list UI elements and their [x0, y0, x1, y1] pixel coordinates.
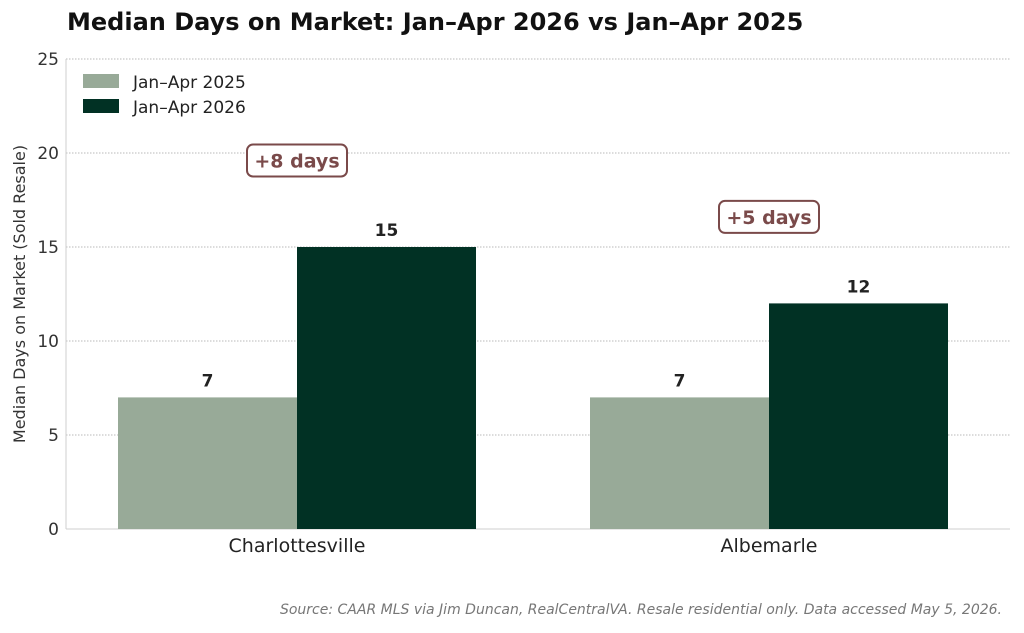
chart-title: Median Days on Market: Jan–Apr 2026 vs J…: [67, 8, 804, 36]
y-tick-label: 5: [48, 426, 59, 446]
bar[interactable]: [118, 397, 297, 529]
bar-value-label: 7: [202, 371, 214, 391]
bar-value-label: 15: [375, 221, 399, 241]
annotation-box: [718, 199, 820, 234]
bar[interactable]: [297, 247, 476, 529]
y-tick-label: 10: [37, 332, 59, 352]
bar[interactable]: [590, 397, 769, 529]
y-tick-label: 25: [37, 50, 59, 70]
legend-label: Jan–Apr 2025: [132, 73, 246, 93]
bar[interactable]: [769, 303, 948, 529]
y-tick-label: 20: [37, 144, 59, 164]
legend-swatch: [83, 74, 119, 88]
legend-label: Jan–Apr 2026: [132, 98, 246, 118]
legend-swatch: [83, 99, 119, 113]
annotation-box: [246, 143, 348, 178]
y-tick-label: 15: [37, 238, 59, 258]
source-note: Source: CAAR MLS via Jim Duncan, RealCen…: [279, 602, 1002, 618]
bar-value-label: 12: [847, 277, 871, 297]
x-tick-label: Albemarle: [721, 535, 818, 557]
x-tick-label: Charlottesville: [229, 535, 366, 557]
bar-value-label: 7: [674, 371, 686, 391]
y-tick-label: 0: [48, 520, 59, 540]
annotation-label: +5 days: [726, 207, 811, 229]
annotation-label: +8 days: [254, 151, 339, 173]
y-axis-label: Median Days on Market (Sold Resale): [10, 145, 29, 443]
